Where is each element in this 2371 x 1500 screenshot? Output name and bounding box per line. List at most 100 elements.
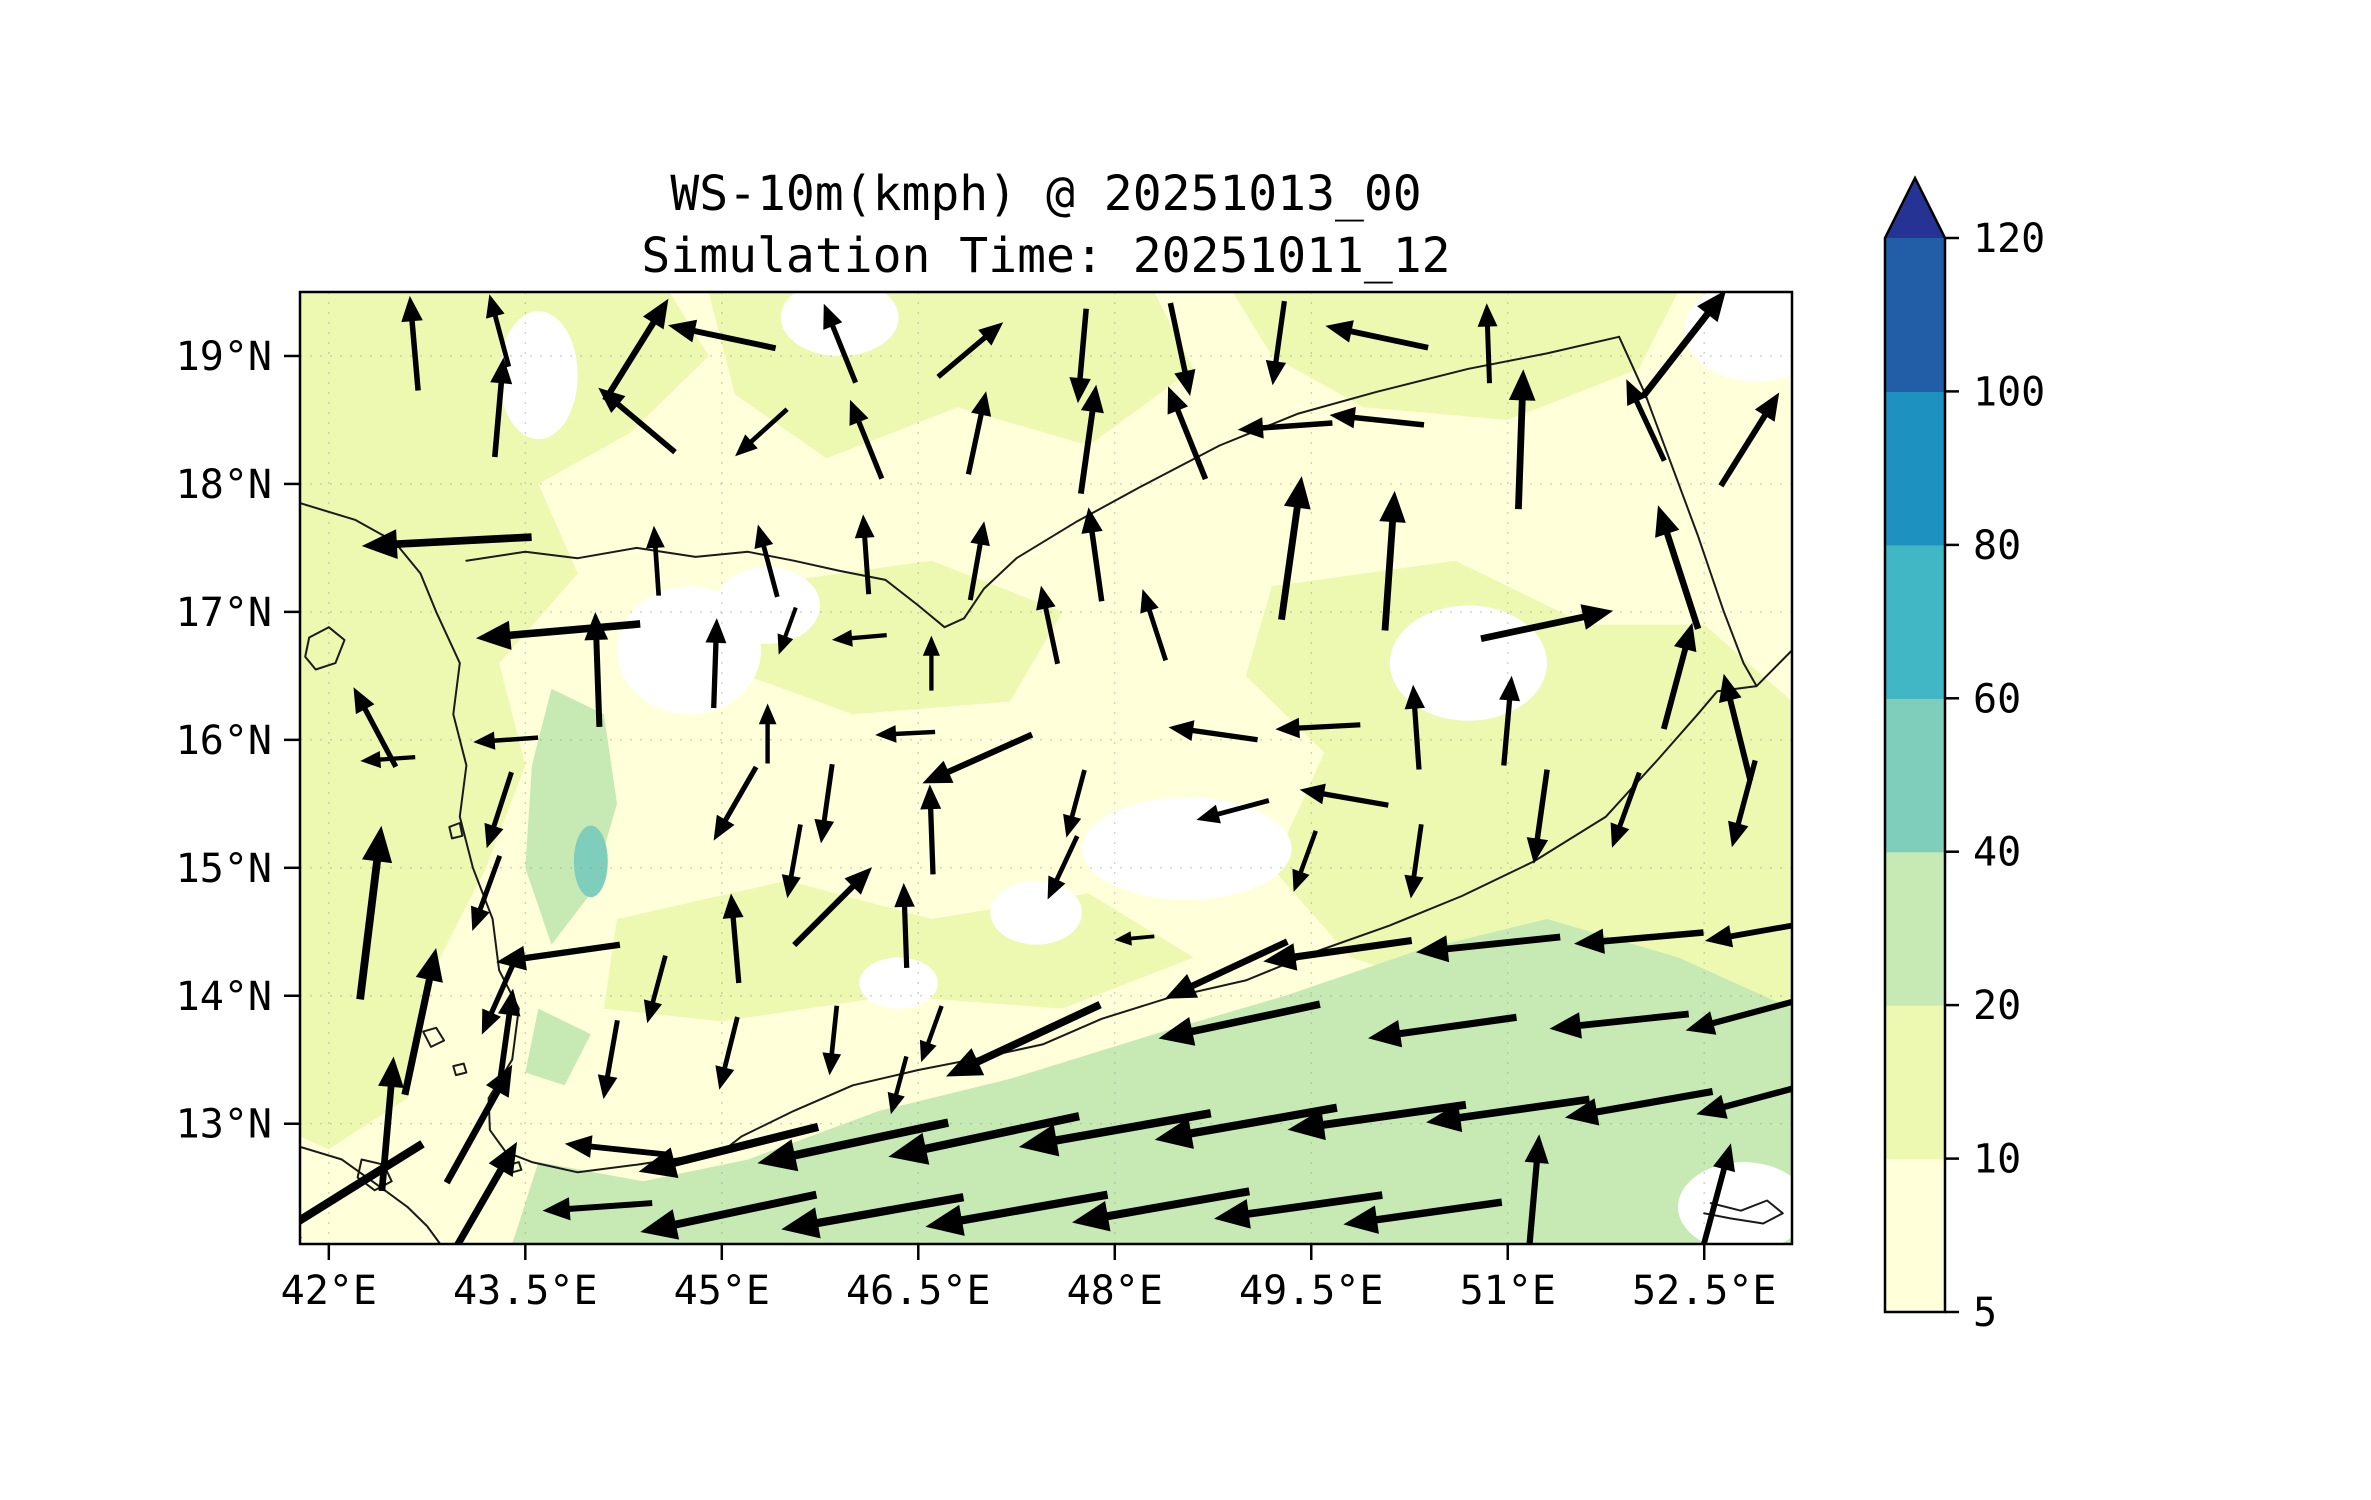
wind-arrow	[1704, 922, 1792, 948]
wind-arrow	[814, 763, 835, 844]
chart-title-line2: Simulation Time: 20251011_12	[641, 228, 1450, 284]
colorbar-extend-triangle	[1885, 178, 1945, 238]
coastline-africa-coast	[300, 1145, 442, 1244]
wind-arrow	[401, 948, 443, 1096]
wind-arrow	[1237, 417, 1333, 439]
wind-arrow	[888, 1112, 1080, 1165]
colorbar-tick-label: 120	[1973, 216, 2045, 262]
wind-arrow	[486, 294, 512, 368]
wind-arrow	[1299, 783, 1389, 808]
wind-arrow	[792, 867, 872, 948]
wind-arrow	[705, 618, 727, 709]
wind-arrow	[1325, 320, 1429, 351]
plot-frame	[298, 290, 1794, 1246]
x-tick-label: 52.5°E	[1632, 1268, 1777, 1314]
wind-arrow	[1508, 369, 1536, 510]
wind-arrow	[361, 529, 532, 559]
wind-arrow	[1263, 936, 1413, 971]
wind-arrow	[1196, 798, 1270, 824]
wind-arrow	[1329, 406, 1425, 429]
wind-arrow	[1416, 933, 1561, 963]
contour-fill-region	[512, 919, 1792, 1244]
wind-arrow	[1287, 1100, 1467, 1141]
y-tick-label: 19°N	[176, 334, 272, 380]
contour-fill-region	[859, 957, 938, 1009]
wind-arrow	[1404, 684, 1425, 770]
colorbar-tick-label: 100	[1973, 369, 2045, 415]
wind-arrow	[831, 629, 887, 647]
y-tick-label: 15°N	[176, 846, 272, 892]
contour-fill-region	[1678, 1162, 1792, 1244]
x-tick-label: 49.5°E	[1239, 1268, 1384, 1314]
colorbar-segment	[1885, 391, 1945, 546]
y-tick-label: 18°N	[176, 462, 272, 508]
wind-arrow	[646, 525, 665, 596]
contour-fill-region	[1082, 797, 1292, 900]
wind-arrow	[668, 319, 777, 352]
wind-arrow	[598, 387, 677, 455]
wind-arrow	[1549, 1010, 1690, 1039]
wind-arrow	[360, 751, 416, 769]
wind-arrow	[713, 765, 759, 841]
chart-title-line1: WS-10m(kmph) @ 20251013_00	[670, 166, 1421, 222]
wind-arrow	[946, 1001, 1102, 1077]
y-tick-label: 16°N	[176, 718, 272, 764]
wind-arrow	[1626, 379, 1667, 462]
wind-arrow	[1610, 771, 1642, 848]
colorbar-tick-label: 10	[1973, 1137, 2021, 1183]
contour-fill-region	[715, 567, 820, 644]
wind-arrow	[823, 303, 859, 384]
colorbar: 5 10 20 40 60 80 100 120	[1883, 175, 2045, 1336]
wind-arrow	[1426, 1095, 1590, 1133]
wind-arrow	[1574, 928, 1704, 954]
wind-arrow	[922, 731, 1034, 784]
contour-fill-region	[1684, 292, 1792, 382]
coastline-island-hanish-1	[422, 1026, 446, 1048]
colorbar-segment	[1885, 544, 1945, 699]
x-tick-label: 43.5°E	[453, 1268, 598, 1314]
wind-arrow	[1164, 938, 1289, 999]
wind-arrow	[1140, 589, 1168, 662]
wind-arrow	[602, 298, 669, 403]
colorbar-outline	[1883, 175, 1947, 1314]
contour-fill-region	[990, 880, 1082, 945]
wind-arrow	[967, 521, 990, 601]
coastline-island-abd-al-kuri	[1703, 1199, 1784, 1225]
wind-arrow	[1069, 308, 1091, 404]
wind-arrow	[1655, 505, 1702, 630]
x-tick-label: 51°E	[1460, 1268, 1556, 1314]
wind-arrow	[1719, 673, 1754, 782]
colorbar-segment	[1885, 238, 1945, 392]
wind-arrow	[1343, 1198, 1503, 1234]
wind-arrow	[1526, 769, 1550, 864]
colorbar-tick-label: 80	[1973, 523, 2021, 569]
wind-arrow	[1696, 1085, 1792, 1119]
wind-arrow	[1660, 622, 1697, 730]
x-tick-label: 46.5°E	[846, 1268, 991, 1314]
y-tick-label: 14°N	[176, 974, 272, 1020]
map-area	[300, 292, 1792, 1244]
colorbar-segment	[1885, 698, 1945, 853]
wind-arrow	[453, 1141, 517, 1244]
x-tick-label: 42°E	[281, 1268, 377, 1314]
wind-arrow	[781, 824, 803, 899]
wind-arrow	[1640, 292, 1726, 399]
wind-arrow	[1167, 302, 1196, 396]
wind-arrow	[1685, 998, 1792, 1035]
wind-arrow	[496, 941, 621, 971]
coastline-border-north	[465, 335, 1621, 629]
wind-arrow	[564, 1135, 670, 1158]
coastline-island-kamaran	[448, 822, 464, 840]
wind-arrow	[1564, 1088, 1714, 1126]
wind-arrow	[443, 1064, 513, 1185]
wind-arrow	[1292, 830, 1318, 892]
wind-arrow	[378, 1056, 404, 1192]
wind-arrow	[735, 407, 789, 457]
coastline-island-hanish-2	[452, 1062, 468, 1077]
wind-arrow	[822, 1005, 842, 1076]
wind-arrow	[936, 322, 1004, 379]
wind-arrow	[584, 612, 609, 728]
colorbar-tick-label: 5	[1973, 1290, 1997, 1336]
wind-arrow	[875, 725, 936, 743]
